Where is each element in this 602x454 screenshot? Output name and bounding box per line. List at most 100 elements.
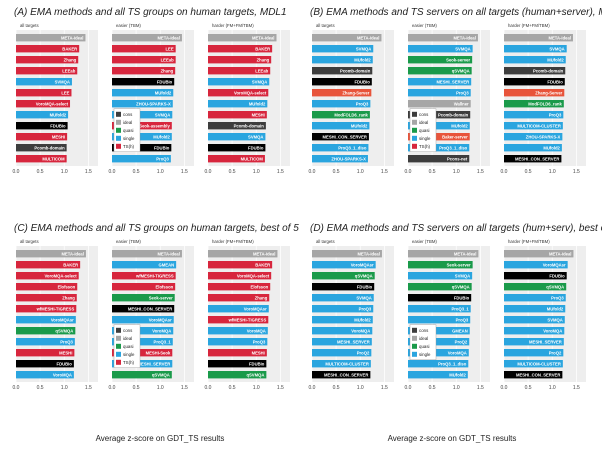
bar-label: FDUBio [249, 361, 265, 366]
chart-panel-d: (D) EMA methods and TS servers on all ta… [309, 223, 602, 391]
bar [504, 338, 564, 346]
legend-swatch [412, 127, 417, 133]
subplot-title: all targets [316, 239, 335, 244]
x-tick-label: 1.0 [357, 385, 364, 391]
bar [112, 360, 173, 368]
bar-label: META-ideal [454, 251, 477, 256]
x-tick-label: 0.0 [309, 385, 316, 391]
subplot: easier (TBM) 0.0 0.5 1.0 1.5 META-ideal GMEAN w… [109, 239, 194, 391]
bar [408, 305, 471, 313]
bar [112, 261, 177, 269]
bar [312, 144, 369, 152]
bar [208, 56, 272, 64]
bar-label: qSVMQA [152, 372, 170, 377]
legend: cons ideal quasi single TS(h) [409, 108, 437, 153]
x-axis-label-right: Average z-score on GDT_TS results [388, 434, 517, 443]
bar [408, 349, 469, 357]
bar-label: MUfold2 [449, 372, 466, 377]
bar [408, 283, 472, 291]
bar-label: VoroMQAsr [244, 306, 267, 311]
bar [408, 34, 478, 42]
bar [312, 155, 368, 163]
bar [312, 111, 370, 119]
bar [16, 155, 67, 163]
bar [504, 261, 568, 269]
bar-label: ProQ3 [551, 295, 564, 300]
bar [16, 283, 78, 291]
bar-label: MESHI_CON_SERVER [323, 134, 367, 139]
bar-label: ProQ3_1 [451, 306, 469, 311]
panel-title: (A) EMA methods and all TS groups on hum… [14, 7, 287, 18]
bar-label: Pcomb-domain [340, 68, 371, 73]
bar [208, 294, 270, 302]
bar [16, 45, 80, 53]
bar [208, 89, 269, 97]
bar [208, 360, 267, 368]
bar [112, 67, 176, 75]
bar [504, 78, 565, 86]
subplot: all targets 0.0 0.5 1.0 1.5 META-ideal SVMQA MU… [309, 23, 394, 175]
bar [312, 122, 370, 130]
legend-swatch [412, 135, 417, 141]
bar [408, 338, 470, 346]
x-tick-label: 1.0 [61, 385, 68, 391]
legend-swatch [116, 359, 121, 365]
bar-label: Zhang-Server [535, 90, 562, 95]
x-tick-label: 0.0 [309, 169, 316, 175]
x-tick-label: 1.0 [253, 385, 260, 391]
bar-label: LEE [166, 46, 174, 51]
bar-label: ZHOU-SPARKS-X [526, 134, 561, 139]
bar [408, 111, 471, 119]
legend-swatch [116, 135, 121, 141]
bar-label: MESHI [252, 350, 265, 355]
legend-swatch [412, 327, 417, 333]
x-tick-label: 1.5 [85, 385, 92, 391]
legend-swatch [412, 119, 417, 125]
bar [208, 338, 268, 346]
x-tick-label: 1.5 [477, 385, 484, 391]
x-tick-label: 0.5 [525, 169, 532, 175]
bar-label: ProQ2 [455, 339, 468, 344]
bar-label: MESHI_SERVER [337, 339, 370, 344]
bar-label: ProQ3_1 [154, 339, 172, 344]
bar-label: SVMQA [356, 295, 371, 300]
bar-label: wfMESHI-TIGRESS [135, 273, 174, 278]
legend-swatch [412, 143, 417, 149]
bar [208, 327, 268, 335]
legend-swatch [116, 343, 121, 349]
bar-label: SVMQA [455, 273, 470, 278]
subplot: all targets 0.0 0.5 1.0 1.5 META-ideal BAKER Zh… [13, 23, 98, 175]
legend-swatch [116, 351, 121, 357]
bar [408, 261, 473, 269]
bar-label: LEEab [255, 68, 268, 73]
subplot-title: harder (FM+FM/TBM) [212, 23, 254, 28]
bar-label: FDUBio [357, 284, 373, 289]
x-tick-label: 1.5 [381, 169, 388, 175]
x-tick-label: 1.5 [381, 385, 388, 391]
bar [504, 67, 566, 75]
bar-label: MESHI_CON_SERVER [515, 156, 559, 161]
legend-swatch [116, 327, 121, 333]
bar [504, 250, 574, 258]
bar-label: MESHI [252, 112, 265, 117]
bar [16, 89, 72, 97]
legend-label: ideal [419, 120, 428, 125]
bar-label: MUfold2 [50, 112, 67, 117]
legend: cons ideal quasi single TS(h) [113, 324, 141, 368]
bar-label: Seok-server [447, 262, 471, 267]
bar-label: VoroMQA [247, 328, 266, 333]
bar [208, 100, 268, 108]
bar [208, 371, 267, 379]
legend: cons ideal quasi single TS(h) [113, 108, 141, 153]
x-tick-label: 0.5 [333, 169, 340, 175]
subplot: harder (FM+FM/TBM) 0.0 0.5 1.0 1.5 META-ideal… [501, 23, 586, 175]
bar [408, 360, 469, 368]
bar-label: MUfold2 [451, 123, 468, 128]
subplot-background [312, 30, 394, 166]
bar [208, 349, 267, 357]
bar-label: GMEAN [452, 328, 468, 333]
bar [408, 122, 470, 130]
bar [312, 45, 374, 53]
bar-label: MESHI [52, 134, 65, 139]
bar [312, 349, 372, 357]
